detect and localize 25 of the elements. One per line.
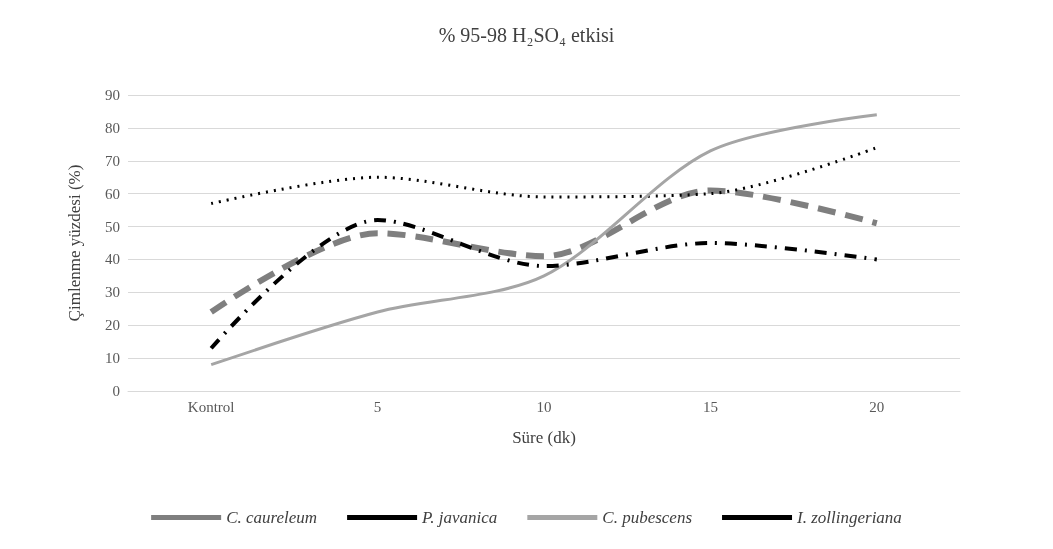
y-tick-label: 40 [105,251,120,268]
y-tick-label: 20 [105,317,120,334]
x-tick-label: 20 [869,398,885,415]
x-tick-label: 15 [702,398,718,415]
legend-label: C. caureleum [226,508,318,527]
x-tick-label: Kontrol [187,398,235,415]
legend-label: I. zollingeriana [796,508,902,527]
y-tick-label: 60 [105,185,120,202]
x-tick-label: 5 [373,398,382,415]
chart-title: % 95-98 H₂SO₄ etkisi [438,24,615,46]
legend-label: C. pubescens [602,508,693,527]
legend-label: P. javanica [421,508,498,527]
y-tick-label: 50 [105,218,120,235]
x-axis-title: Süre (dk) [512,428,576,447]
y-tick-label: 10 [105,350,120,367]
line-series [209,113,879,367]
line-series [209,146,879,206]
x-tick-label: 10 [536,398,552,415]
line-series [209,217,879,351]
y-tick-label: 80 [105,119,120,136]
y-tick-label: 0 [112,383,120,399]
y-tick-label: 30 [105,284,120,301]
y-tick-label: 90 [105,87,120,103]
y-axis-title: Çimlenme yüzdesi (%) [65,164,84,322]
y-tick-label: 70 [105,152,120,169]
